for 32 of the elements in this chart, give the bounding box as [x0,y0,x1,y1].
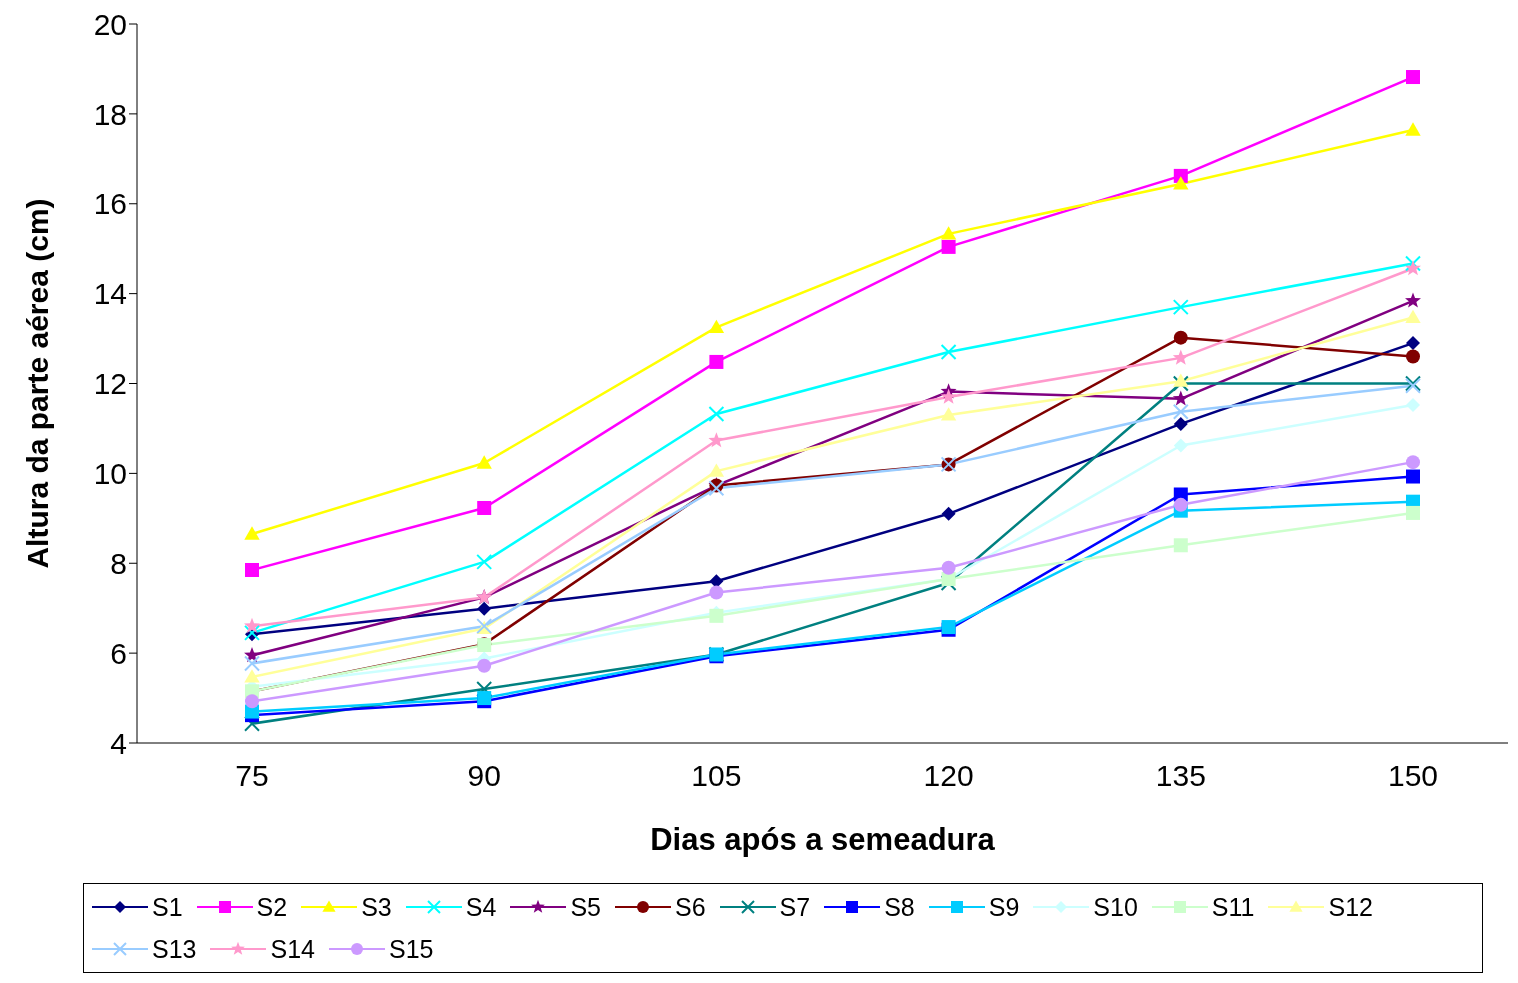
legend-label: S15 [388,934,434,964]
x-tick-label: 150 [1387,759,1439,793]
x-tick-label: 75 [235,759,269,793]
y-tick-label: 6 [110,636,127,670]
y-tick-label: 14 [93,277,127,311]
legend-label: S12 [1328,892,1373,922]
legend-label: S10 [1093,892,1138,922]
legend-label: S5 [570,892,601,922]
y-tick-label: 4 [110,726,127,760]
legend-label: S8 [884,892,915,922]
legend-label: S6 [674,892,706,922]
legend-label: S2 [256,892,288,922]
y-axis-title: Altura da parte aérea (cm) [20,198,54,569]
legend-label: S4 [465,892,497,922]
legend-label: S1 [152,892,183,922]
y-tick-label: 18 [93,97,127,131]
legend-label: S14 [270,934,315,964]
y-tick-label: 8 [110,546,127,580]
y-tick-label: 16 [93,187,127,221]
legend-label: S7 [779,892,811,922]
legend-label: S3 [361,892,392,922]
x-axis-title: Dias após a semeadura [650,822,996,858]
legend-label: S9 [988,892,1020,922]
x-tick-label: 90 [467,759,501,793]
y-tick-label: 10 [93,457,127,491]
x-tick-label: 120 [923,759,974,793]
y-tick-label: 12 [93,367,127,401]
x-tick-label: 105 [691,759,742,793]
legend-label: S11 [1211,892,1255,922]
legend-label: S13 [152,934,197,964]
x-tick-label: 135 [1155,759,1206,793]
y-tick-label: 20 [93,7,127,41]
